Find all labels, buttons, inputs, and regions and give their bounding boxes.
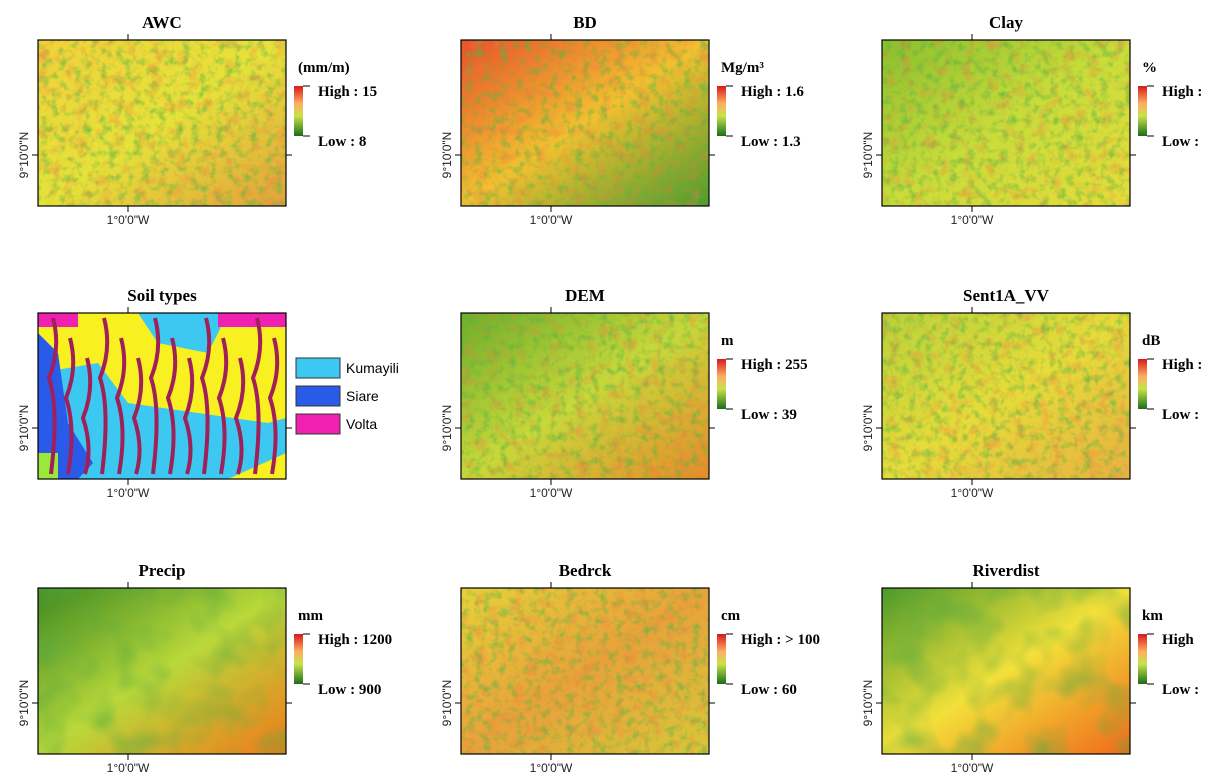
legend-ramp — [1138, 634, 1147, 684]
longitude-label: 1°0'0"W — [530, 486, 573, 500]
figure: AWC 1°0'0"W 9°10'0"N (mm/m) High : 15 Low : 8… — [0, 0, 1228, 780]
legend-high: High : 1200 — [318, 632, 392, 648]
panel-title: DEM — [565, 286, 605, 305]
latitude-label: 9°10'0"N — [861, 680, 875, 727]
latitude-label: 9°10'0"N — [17, 405, 31, 452]
legend-unit: km — [1142, 608, 1163, 624]
legend-high: High : > 100 — [741, 632, 820, 648]
legend-ramp — [717, 86, 726, 136]
panel-title: Riverdist — [972, 561, 1039, 580]
legend-high: High : 1.6 — [741, 84, 804, 100]
legend-ramp — [717, 634, 726, 684]
latitude-label: 9°10'0"N — [17, 132, 31, 179]
panel-title: Sent1A_VV — [963, 286, 1050, 305]
legend-low: Low : 900 — [318, 682, 381, 698]
map-texture — [882, 40, 1130, 206]
legend-swatch — [296, 386, 340, 406]
map-texture — [461, 588, 709, 754]
map-texture — [882, 313, 1130, 479]
legend-unit: dB — [1142, 333, 1160, 349]
legend-label: Volta — [346, 416, 377, 432]
latitude-label: 9°10'0"N — [17, 680, 31, 727]
legend-low: Low : 60 — [741, 682, 797, 698]
legend-label: Kumayili — [346, 360, 399, 376]
legend-swatch — [296, 358, 340, 378]
longitude-label: 1°0'0"W — [951, 486, 994, 500]
soil-zone — [218, 313, 286, 327]
longitude-label: 1°0'0"W — [107, 486, 150, 500]
longitude-label: 1°0'0"W — [107, 761, 150, 775]
legend-unit: mm — [298, 608, 323, 624]
legend-low: Low : 39 — [741, 407, 797, 423]
legend-unit: m — [721, 333, 734, 349]
map-texture — [38, 40, 286, 206]
legend-ramp — [1138, 359, 1147, 409]
legend-low: Low : — [1162, 407, 1199, 423]
legend-ramp — [717, 359, 726, 409]
soil-zone — [38, 313, 78, 327]
panel-title: Clay — [989, 13, 1024, 32]
legend-high: High — [1162, 632, 1194, 648]
legend-unit: cm — [721, 608, 741, 624]
legend-low: Low : 8 — [318, 134, 366, 150]
latitude-label: 9°10'0"N — [440, 680, 454, 727]
legend-low: Low : — [1162, 134, 1199, 150]
latitude-label: 9°10'0"N — [440, 405, 454, 452]
longitude-label: 1°0'0"W — [530, 761, 573, 775]
legend-high: High : 15 — [318, 84, 377, 100]
map-texture — [461, 313, 709, 479]
longitude-label: 1°0'0"W — [951, 761, 994, 775]
legend-label: Siare — [346, 388, 379, 404]
longitude-label: 1°0'0"W — [951, 213, 994, 227]
legend-ramp — [294, 634, 303, 684]
panel-title: Precip — [139, 561, 186, 580]
legend-swatch — [296, 414, 340, 434]
latitude-label: 9°10'0"N — [440, 132, 454, 179]
legend-unit: % — [1142, 60, 1157, 76]
panel-title: Bedrck — [559, 561, 612, 580]
longitude-label: 1°0'0"W — [530, 213, 573, 227]
panel-title: Soil types — [127, 286, 197, 305]
latitude-label: 9°10'0"N — [861, 405, 875, 452]
map-texture — [882, 588, 1130, 754]
legend-unit: Mg/m³ — [721, 60, 764, 76]
legend-high: High : — [1162, 84, 1202, 100]
legend-low: Low : — [1162, 682, 1199, 698]
panel-title: AWC — [142, 13, 182, 32]
legend-low: Low : 1.3 — [741, 134, 801, 150]
legend-unit: (mm/m) — [298, 60, 350, 76]
legend-high: High : 255 — [741, 357, 808, 373]
legend-ramp — [294, 86, 303, 136]
legend-ramp — [1138, 86, 1147, 136]
latitude-label: 9°10'0"N — [861, 132, 875, 179]
map-texture — [461, 40, 709, 206]
soil-zone — [38, 453, 58, 479]
longitude-label: 1°0'0"W — [107, 213, 150, 227]
panel-title: BD — [573, 13, 597, 32]
map-texture — [38, 588, 286, 754]
legend-high: High : — [1162, 357, 1202, 373]
page: AWC 1°0'0"W 9°10'0"N (mm/m) High : 15 Low : 8… — [0, 0, 1228, 780]
